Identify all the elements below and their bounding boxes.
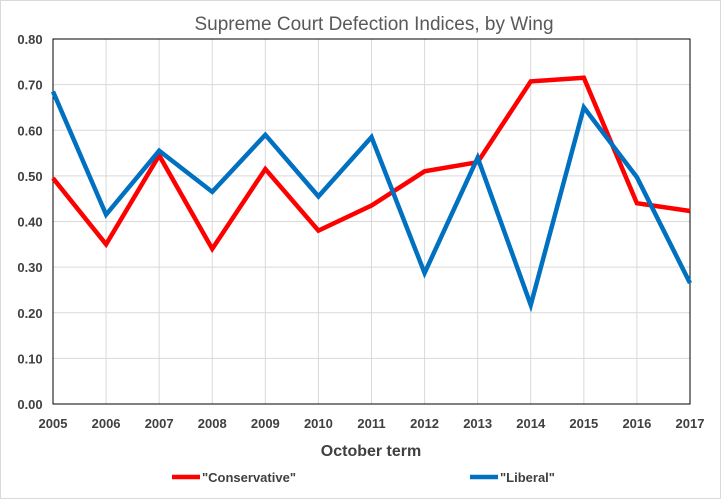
y-tick-label: 0.10 <box>17 351 42 366</box>
gridlines <box>52 38 691 405</box>
y-tick-label: 0.50 <box>17 169 42 184</box>
y-tick-label: 0.40 <box>17 215 42 230</box>
x-tick-label: 2015 <box>569 416 598 431</box>
chart-title: Supreme Court Defection Indices, by Wing <box>194 14 553 35</box>
x-tick-label: 2016 <box>622 416 651 431</box>
y-tick-label: 0.20 <box>17 306 42 321</box>
x-tick-label: 2009 <box>251 416 280 431</box>
y-axis-ticks: 0.00 0.10 0.20 0.30 0.40 0.50 0.60 0.70 0.80 <box>17 32 42 412</box>
x-tick-label: 2014 <box>516 416 546 431</box>
x-tick-label: 2010 <box>304 416 333 431</box>
plot-area-border <box>52 38 691 405</box>
x-axis-title: October term <box>321 443 421 460</box>
x-tick-label: 2017 <box>676 416 705 431</box>
legend-label: "Conservative" <box>202 470 296 485</box>
y-tick-label: 0.70 <box>17 78 42 93</box>
series-lines <box>50 75 693 313</box>
y-tick-label: 0.80 <box>17 32 42 47</box>
x-tick-label: 2013 <box>463 416 492 431</box>
x-tick-label: 2007 <box>145 416 174 431</box>
legend: "Conservative" "Liberal" <box>172 470 555 485</box>
y-tick-label: 0.30 <box>17 260 42 275</box>
legend-label: "Liberal" <box>500 470 555 485</box>
x-tick-label: 2008 <box>198 416 227 431</box>
x-tick-label: 2006 <box>92 416 121 431</box>
x-tick-label: 2012 <box>410 416 439 431</box>
x-axis-ticks: 2005 2006 2007 2008 2009 2010 2011 2012 2013 2014… <box>39 416 705 431</box>
x-tick-label: 2011 <box>357 416 385 431</box>
y-tick-label: 0.60 <box>17 123 42 138</box>
x-tick-label: 2005 <box>39 416 68 431</box>
y-tick-label: 0.00 <box>17 397 42 412</box>
